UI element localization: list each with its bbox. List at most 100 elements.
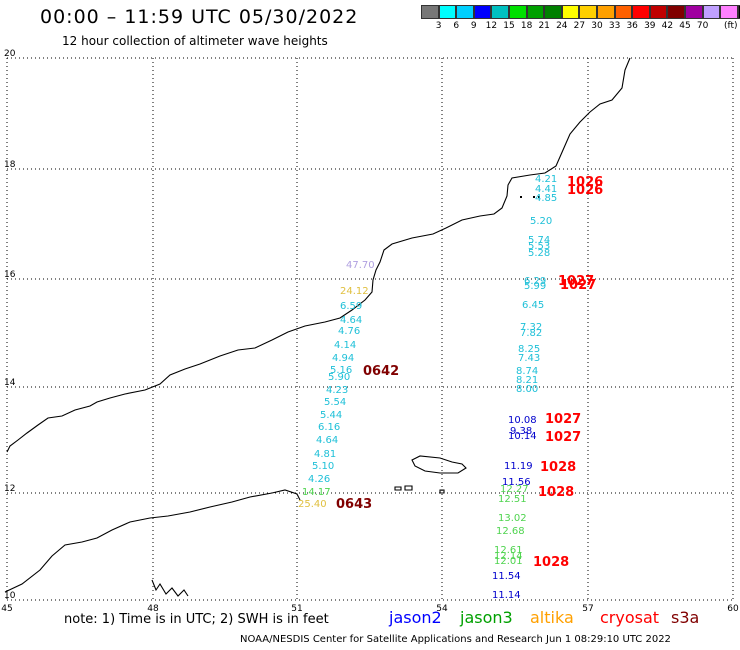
colorbar-label: 12: [485, 21, 498, 31]
pass-time-label: 1028: [538, 485, 574, 500]
map-title: 00:00 – 11:59 UTC 05/30/2022: [40, 6, 359, 28]
pass-time-label: 0642: [363, 364, 399, 379]
colorbar-swatch: [720, 5, 738, 19]
horn-coast: [151, 579, 189, 597]
pass-time-label: 1027: [545, 430, 581, 445]
islet-2: [404, 485, 413, 491]
wave-height-labels: 4.214.414.85 5.20 5.745.535.28 6.295.99 6.45…: [298, 174, 603, 601]
marker-dot: [538, 196, 540, 198]
wave-height-label: 10.08: [508, 415, 537, 426]
colorbar-swatch: [456, 5, 474, 19]
colorbar-swatch: [649, 5, 668, 19]
wave-height-label: 5.99: [524, 281, 546, 292]
colorbar-swatch: [526, 5, 545, 19]
pass-time-label: 0643: [336, 497, 372, 512]
lon-tick-label: 54: [436, 604, 448, 614]
lon-tick-label: 45: [1, 604, 12, 614]
pass-time-label: 1026: [567, 183, 603, 198]
colorbar-label: 9: [470, 21, 477, 31]
islet-3: [439, 489, 445, 494]
coastline-main: [6, 57, 631, 453]
colorbar-swatch: [702, 5, 721, 19]
pass-time-label: 1027: [558, 274, 594, 289]
wave-height-label: 14.17: [302, 487, 331, 498]
satellite-legend-item: altika: [530, 608, 574, 627]
lat-tick-label: 14: [4, 378, 16, 388]
wave-height-label: 11.19: [504, 461, 533, 472]
colorbar-label: (ft): [723, 21, 738, 31]
colorbar-label: 70: [696, 21, 709, 31]
lat-tick-label: 18: [4, 160, 16, 170]
colorbar-swatch: [684, 5, 703, 19]
wave-height-label: 12.61: [494, 545, 523, 556]
satellite-legend-item: jason3: [460, 608, 513, 627]
graticule: [6, 57, 734, 601]
wave-height-label: 4.76: [338, 326, 360, 337]
colorbar-swatch: [508, 5, 527, 19]
wave-height-label: 5.16: [330, 365, 352, 376]
wave-height-label: 8.21: [516, 375, 538, 386]
wave-height-label: 5.90: [328, 372, 350, 383]
lon-tick-label: 51: [291, 604, 302, 614]
pass-time-label: 1028: [533, 555, 569, 570]
wave-height-label: 6.16: [318, 422, 340, 433]
colorbar-label: 27: [573, 21, 586, 31]
wave-height-label: 12.01: [494, 556, 523, 567]
colorbar-swatch: [614, 5, 633, 19]
marker-dot: [520, 196, 522, 198]
colorbar-label: 42: [661, 21, 674, 31]
wave-height-label: 6.59: [340, 301, 362, 312]
wave-height-label: 5.44: [320, 410, 342, 421]
colorbar-swatch: [491, 5, 509, 19]
wave-height-label: 6.29: [524, 276, 546, 287]
colorbar-swatch: [596, 5, 615, 19]
colorbar-label: 15: [503, 21, 515, 31]
wave-height-label: 10.14: [508, 431, 537, 442]
colorbar: [421, 5, 740, 19]
satellite-legend-item: s3a: [671, 608, 700, 627]
wave-height-label: 4.64: [316, 435, 338, 446]
wave-height-label: 8.74: [516, 366, 538, 377]
colorbar-swatch: [579, 5, 597, 19]
wave-height-label: 4.81: [314, 449, 336, 460]
colorbar-label: 45: [679, 21, 691, 31]
lat-tick-label: 10: [4, 591, 16, 601]
lat-tick-label: 20: [4, 49, 16, 59]
wave-height-label: 4.64: [340, 315, 362, 326]
colorbar-label: 30: [591, 21, 603, 31]
footer-note: note: 1) Time is in UTC; 2) SWH is in fe…: [64, 612, 329, 627]
satellite-legend-item: cryosat: [600, 608, 660, 627]
colorbar-label: 21: [538, 21, 550, 31]
wave-height-label: 5.28: [528, 248, 550, 259]
wave-height-label: 4.94: [332, 353, 354, 364]
marker-dot: [533, 196, 535, 198]
wave-height-label: 4.26: [308, 474, 330, 485]
wave-height-label: 6.45: [522, 300, 544, 311]
wave-height-label: 11.56: [502, 477, 531, 488]
wave-height-label: 5.20: [530, 216, 552, 227]
coastline: [4, 57, 631, 597]
wave-height-label: 12.68: [496, 526, 525, 537]
colorbar-swatch: [667, 5, 685, 19]
colorbar-label: 39: [644, 21, 656, 31]
satellite-legend-item: jason2: [389, 608, 442, 627]
wave-height-label: 12.51: [498, 494, 527, 505]
colorbar-swatch: [544, 5, 562, 19]
colorbar-swatch: [737, 5, 740, 19]
wave-height-label: 4.21: [535, 174, 557, 185]
colorbar-label: 33: [608, 21, 621, 31]
wave-height-label: 12.14: [494, 551, 523, 562]
lon-tick-label: 57: [582, 604, 593, 614]
wave-height-label: 5.10: [312, 461, 334, 472]
wave-height-label: 13.02: [498, 513, 527, 524]
wave-height-label: 5.74: [528, 235, 550, 246]
wave-height-label: 8.00: [516, 384, 538, 395]
colorbar-swatch: [438, 5, 457, 19]
coastline-south: [4, 489, 301, 593]
colorbar-label: 6: [453, 21, 460, 31]
wave-height-label: 5.54: [324, 397, 346, 408]
wave-height-label: 12.27: [500, 484, 529, 495]
socotra-island: [411, 455, 467, 474]
colorbar-label: 3: [435, 21, 442, 31]
